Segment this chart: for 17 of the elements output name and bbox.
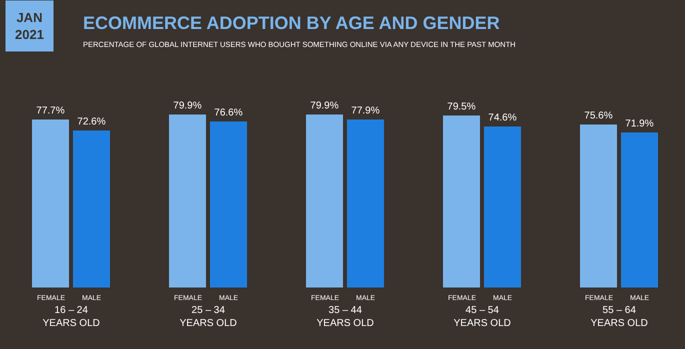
x-tick-label: 25 – 34 YEARS OLD — [180, 304, 237, 329]
data-label: 74.6% — [488, 112, 517, 124]
x-tick-label: 35 – 44 YEARS OLD — [316, 304, 374, 329]
data-label: 79.5% — [447, 102, 476, 113]
data-label: 72.6% — [77, 116, 106, 128]
data-label: 79.9% — [173, 100, 202, 112]
data-label: 75.6% — [584, 110, 613, 122]
data-label: 76.6% — [214, 108, 243, 119]
data-label: 77.7% — [36, 106, 65, 117]
chart-title: ECOMMERCE ADOPTION BY AGE AND GENDER — [83, 13, 500, 33]
x-tick-label: 16 – 24 YEARS OLD — [42, 304, 100, 329]
text: JAN 2021 — [15, 10, 44, 42]
data-label: 71.9% — [625, 118, 654, 130]
x-tick-label: 55 – 64 YEARS OLD — [590, 304, 648, 329]
data-label: 79.9% — [310, 100, 339, 112]
x-tick-label: 45 – 54 YEARS OLD — [454, 304, 511, 329]
data-label: 77.9% — [351, 106, 380, 117]
